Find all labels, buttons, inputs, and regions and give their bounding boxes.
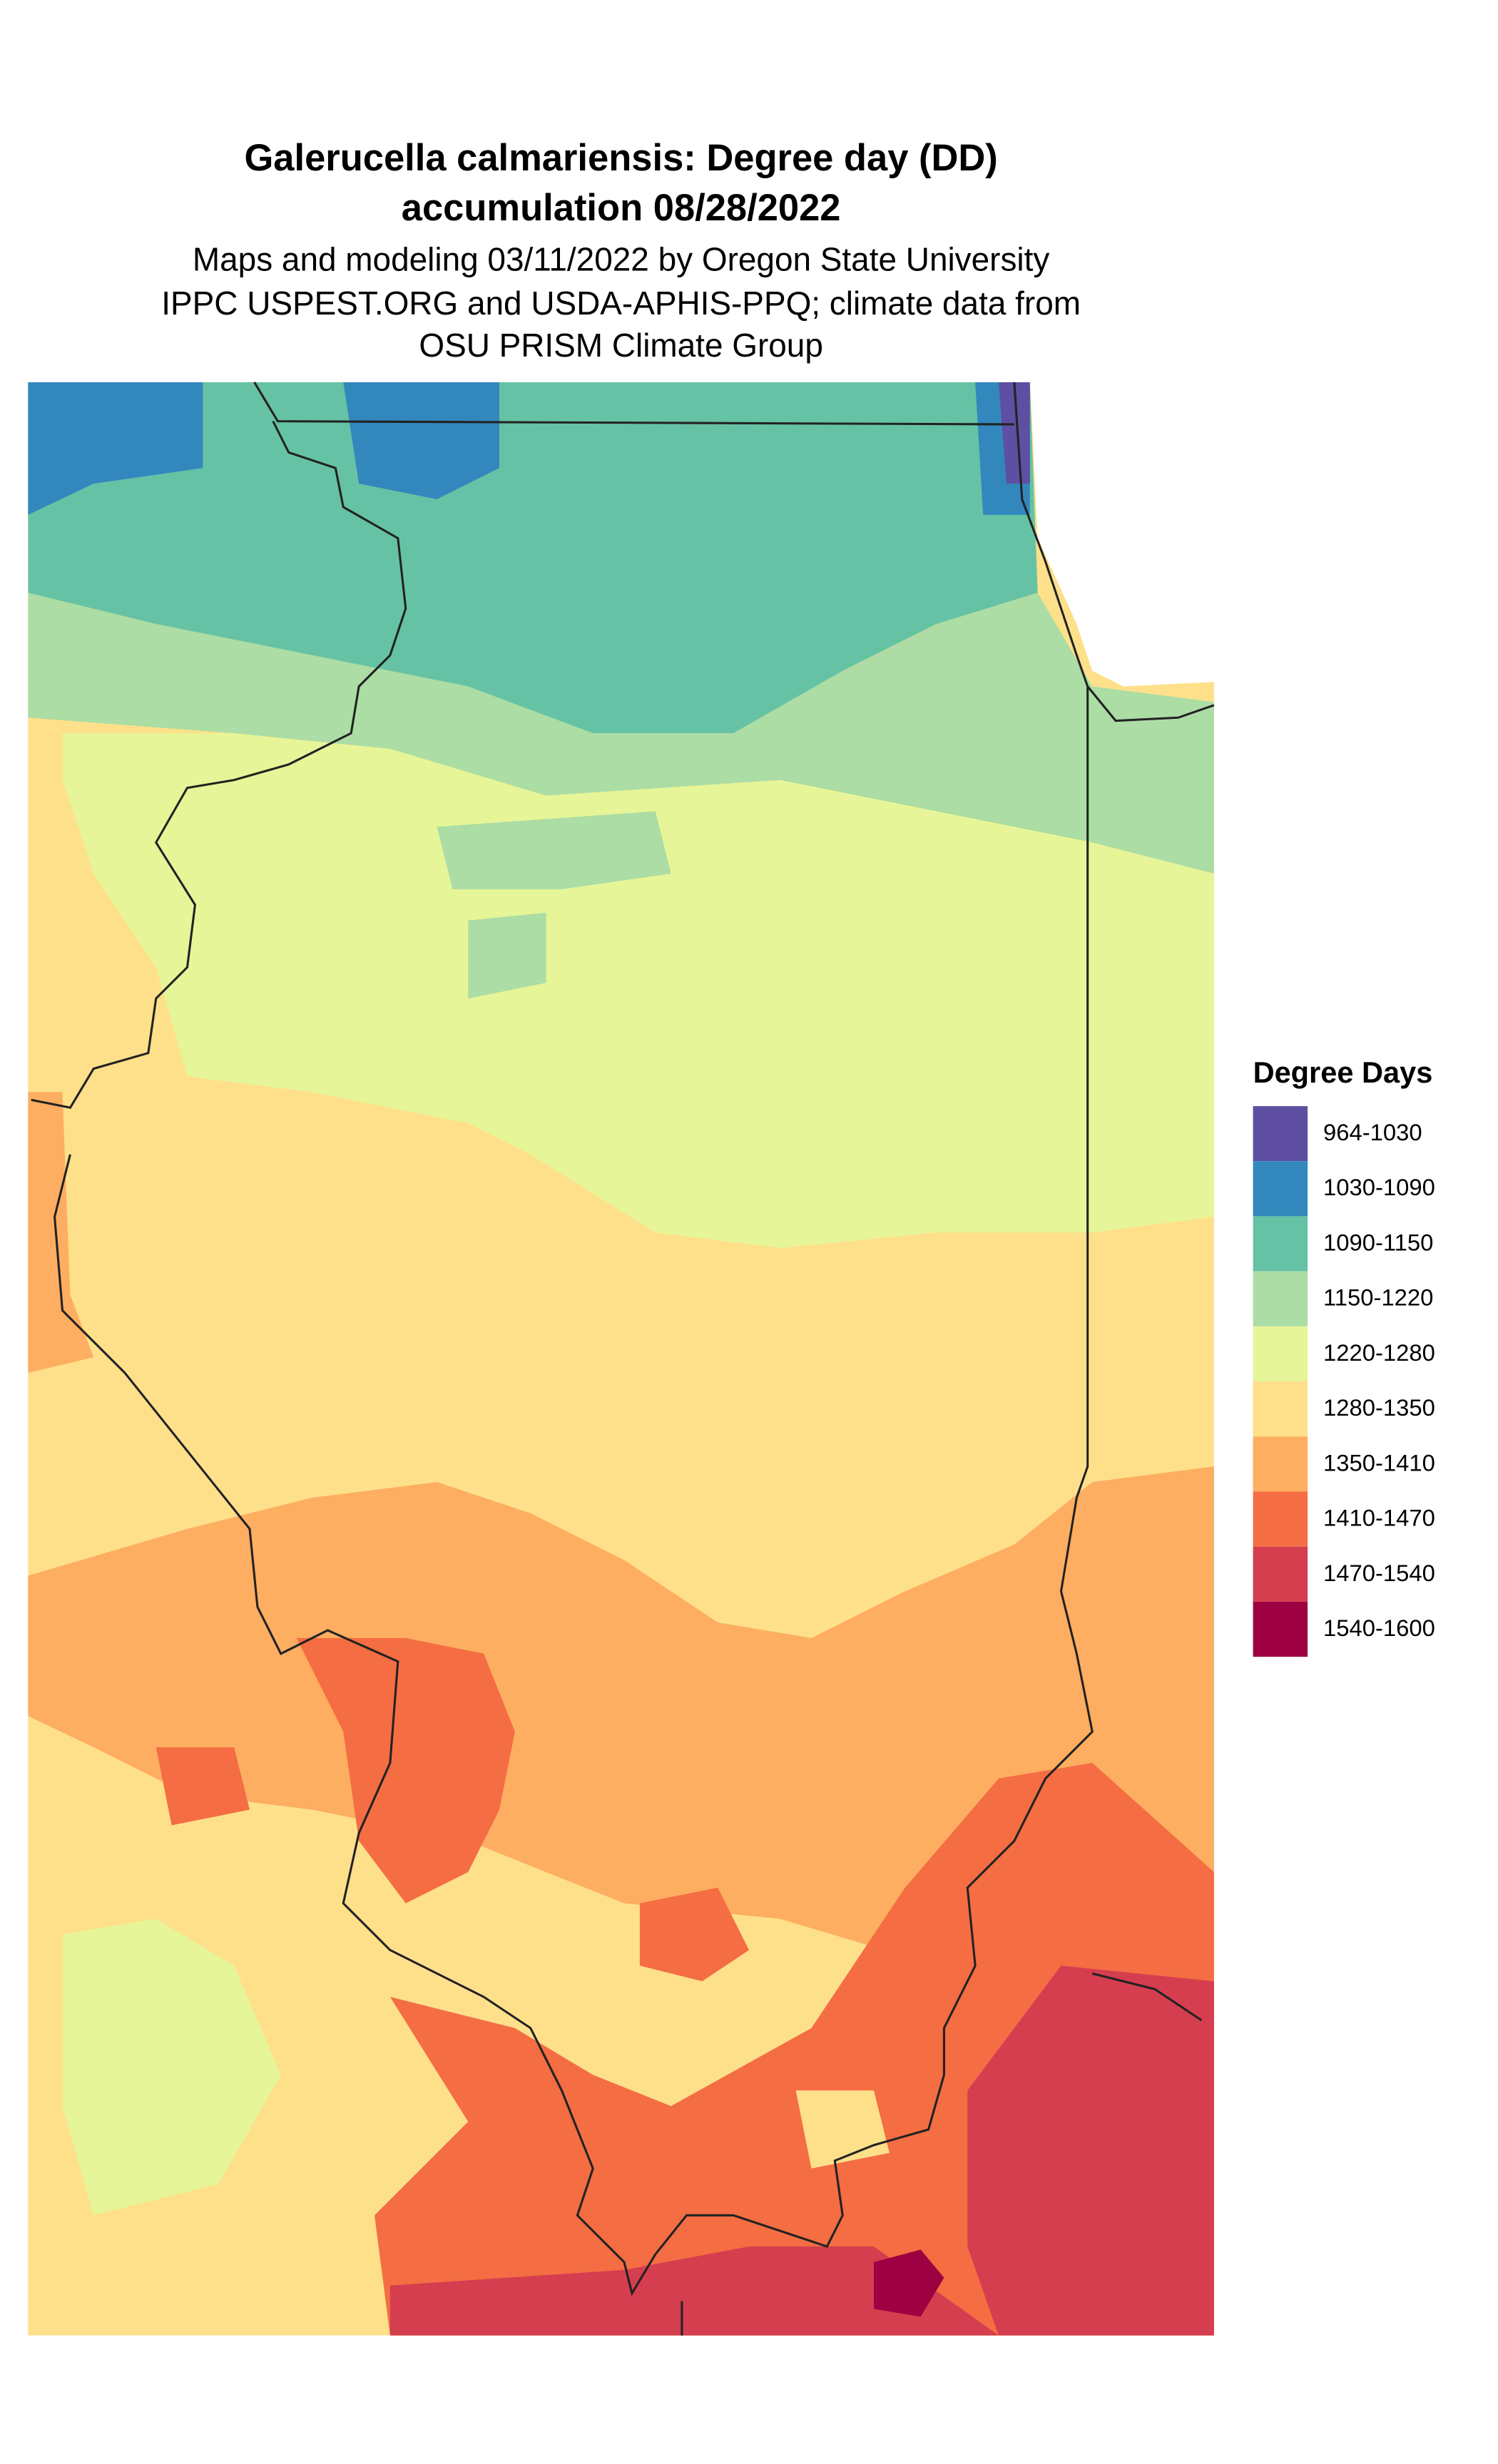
zone — [468, 912, 546, 999]
zone — [28, 382, 203, 515]
zone — [28, 382, 1038, 734]
subtitle-line: IPPC USPEST.ORG and USDA-APHIS-PPQ; clim… — [161, 285, 1081, 322]
legend-swatch — [1253, 1161, 1308, 1217]
legend-label: 1350-1410 — [1323, 1449, 1435, 1476]
title-line: accumulation 08/28/2022 — [402, 187, 841, 229]
legend: Degree Days 964-1030 1030-1090 1090-1150 11… — [1253, 1055, 1435, 1657]
legend-swatch — [1253, 1436, 1308, 1492]
legend-label: 1540-1600 — [1323, 1615, 1435, 1641]
legend-label: 1030-1090 — [1323, 1174, 1435, 1200]
zone — [967, 1965, 1214, 2336]
blank-area — [1029, 379, 1218, 687]
legend-label: 1280-1350 — [1323, 1394, 1435, 1421]
zone — [343, 382, 499, 500]
zone — [389, 2246, 999, 2336]
zone — [874, 2249, 944, 2317]
legend-label: 1090-1150 — [1323, 1229, 1433, 1255]
legend-swatch — [1253, 1546, 1308, 1602]
subtitle-line: Maps and modeling 03/11/2022 by Oregon S… — [193, 241, 1050, 278]
legend-label: 1150-1220 — [1323, 1284, 1433, 1311]
state-border — [31, 382, 1215, 2336]
zone — [28, 1466, 1214, 1966]
zone — [156, 1747, 250, 1826]
zone — [28, 1092, 94, 1374]
subtitle-line: OSU PRISM Climate Group — [419, 327, 823, 364]
legend-swatch — [1253, 1601, 1308, 1657]
legend-swatch — [1253, 1271, 1308, 1326]
zone — [28, 593, 1214, 874]
legend-label: 964-1030 — [1323, 1119, 1422, 1145]
zone — [999, 382, 1030, 484]
zone — [296, 1637, 515, 1903]
legend-label: 1410-1470 — [1323, 1505, 1435, 1531]
legend-swatch — [1253, 1326, 1308, 1382]
titles: Galerucella calmariensis: Degree day (DD… — [161, 137, 1081, 364]
zone — [62, 1918, 281, 2216]
legend-swatch — [1253, 1105, 1308, 1162]
legend-swatch — [1253, 1381, 1308, 1437]
zone — [62, 733, 1214, 1249]
legend-title: Degree Days — [1253, 1055, 1433, 1089]
title-line: Galerucella calmariensis: Degree day (DD… — [244, 137, 997, 179]
zone — [437, 811, 671, 889]
legend-swatch — [1253, 1216, 1308, 1272]
legend-swatch — [1253, 1491, 1308, 1547]
legend-label: 1220-1280 — [1323, 1339, 1435, 1366]
legend-label: 1470-1540 — [1323, 1560, 1435, 1586]
zone — [639, 1887, 749, 1982]
raster-map — [28, 379, 1218, 2336]
